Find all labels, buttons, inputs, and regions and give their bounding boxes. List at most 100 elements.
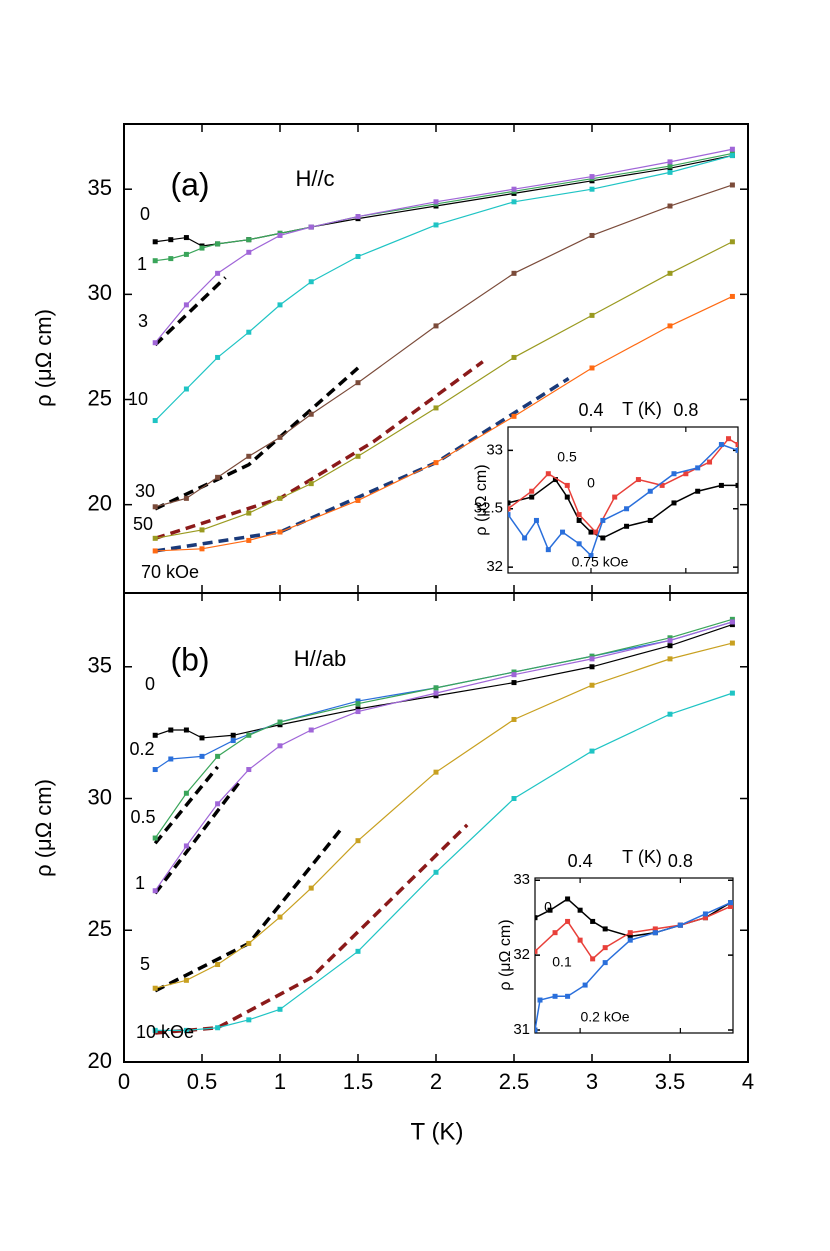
data-point [729,293,735,299]
data-point [168,256,174,262]
x-tick-label: 0.8 [668,851,693,871]
series-label: 0.5 [130,807,155,827]
fit-line [153,779,243,895]
data-point [707,459,713,465]
data-point [215,753,221,759]
data-point [511,186,517,192]
series-label: 30 [135,481,155,501]
data-point [588,529,594,535]
data-point [511,270,517,276]
series-label: 10 kOe [136,1022,194,1042]
data-point [199,546,205,552]
field-label: H//ab [294,646,347,671]
data-point [729,640,735,646]
fit-line [153,276,227,347]
data-point [511,413,517,419]
series-line [154,621,733,892]
panel-label: (b) [170,641,209,677]
data-point [667,163,673,169]
data-point [624,506,630,512]
panel: 20 25 30 35 0 0.5 1 1.5 2 2.5 3 3.5 4 ρ (μΩ cm) T (K) (… [31,592,754,1145]
x-tick-label: 3.5 [655,1069,686,1094]
data-point [277,302,283,308]
series-label: 0.2 [129,739,154,759]
data-point [564,482,570,488]
x-tick-label: 1 [274,1069,286,1094]
data-point [433,405,439,411]
data-point [627,933,633,939]
data-point [545,547,551,553]
data-point [183,302,189,308]
data-point [589,653,595,659]
data-point [600,535,606,541]
data-point [277,529,283,535]
data-point [647,517,653,523]
data-point [511,199,517,205]
data-point [727,903,733,909]
series-label: 3 [138,311,148,331]
data-point [433,869,439,875]
data-point [168,756,174,762]
data-point [277,914,283,920]
data-point [355,701,361,707]
data-point [667,635,673,641]
data-point [552,477,558,483]
y-tick-label: 20 [88,490,112,515]
data-point [433,769,439,775]
data-point [589,656,595,662]
series-line [155,642,733,989]
data-point [576,541,582,547]
data-point [308,224,314,230]
data-point [652,926,658,932]
data-point [600,517,606,523]
y-tick-label: 35 [88,653,112,678]
data-point [152,888,158,894]
series-line [155,624,733,739]
y-axis-label: ρ (μΩ cm) [473,464,490,535]
y-tick-label: 31 [513,1021,530,1038]
data-point [533,517,539,523]
data-point [552,930,558,936]
data-point [433,690,439,696]
data-point [589,186,595,192]
data-point [565,918,571,924]
data-point [215,801,221,807]
data-point [627,930,633,936]
data-point [152,732,158,738]
data-point [183,495,189,501]
data-point [355,380,361,386]
x-tick-label: 4 [742,1069,754,1094]
data-point [246,329,252,335]
x-axis-label: T (K) [411,1118,464,1145]
data-point [511,716,517,722]
data-point [702,911,708,917]
series-label: 0 [587,475,595,491]
data-point [564,494,570,500]
data-point [602,960,608,966]
fit-line [154,377,570,553]
data-point [565,896,571,902]
series-label: 0.2 kOe [580,1009,629,1025]
data-point [277,722,283,728]
data-point [624,523,630,529]
data-point [355,698,361,704]
data-point [277,1006,283,1012]
data-point [183,727,189,733]
data-point [183,1027,189,1033]
series-label: 70 kOe [141,562,199,582]
data-point [246,767,252,773]
data-point [718,482,724,488]
data-point [667,656,673,662]
data-point [552,993,558,999]
data-point [695,488,701,494]
data-point [576,512,582,518]
plot-frame [507,426,739,574]
data-point [590,956,596,962]
data-point [677,922,683,928]
data-point [735,442,738,448]
y-tick-label: 25 [88,916,112,941]
series-label: 1 [137,254,147,274]
data-point [729,239,735,245]
data-point [511,672,517,678]
series-line [155,184,733,508]
